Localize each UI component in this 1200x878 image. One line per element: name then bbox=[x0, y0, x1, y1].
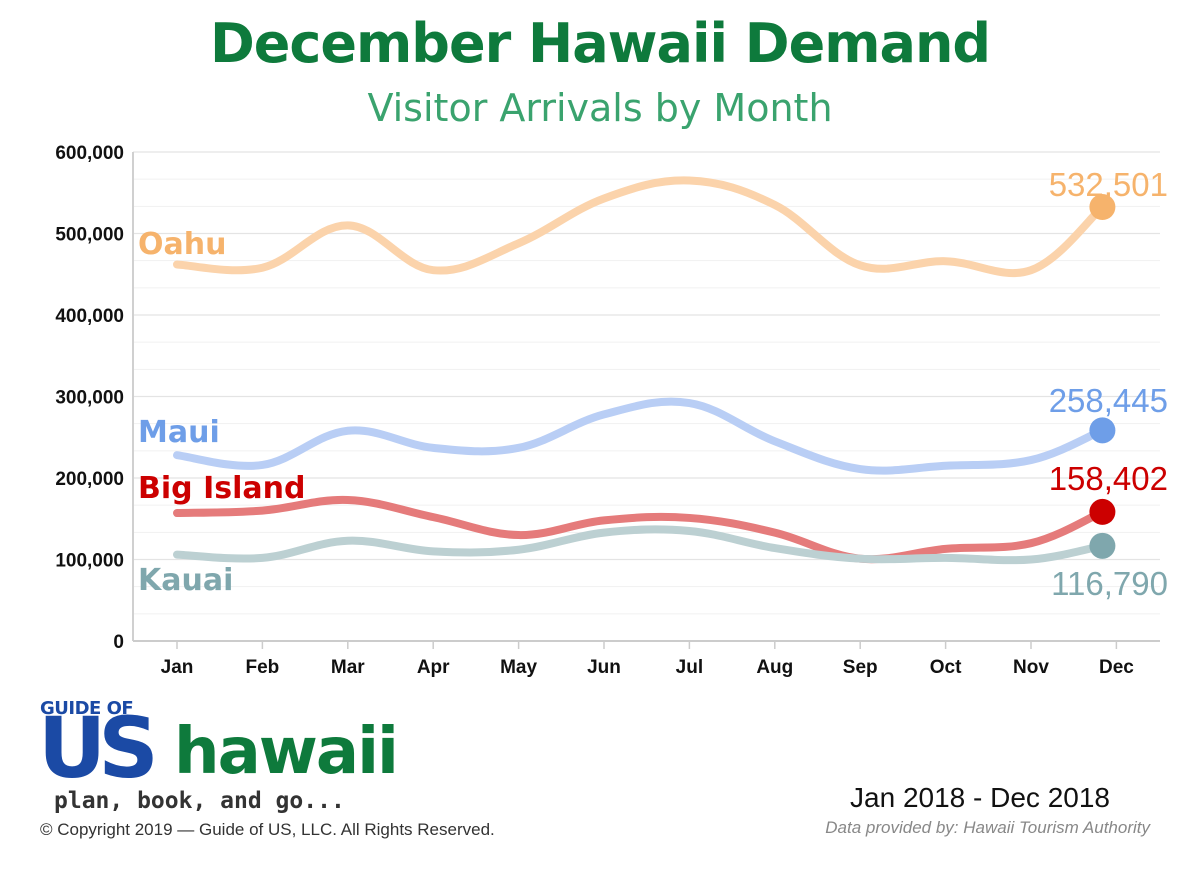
series-label-kauai: Kauai bbox=[138, 563, 233, 598]
chart-subtitle: Visitor Arrivals by Month bbox=[367, 86, 833, 130]
series-label-big-island: Big Island bbox=[138, 471, 305, 506]
date-range: Jan 2018 - Dec 2018 bbox=[850, 782, 1110, 813]
series-line-kauai bbox=[173, 525, 1107, 565]
series-line-big-island bbox=[173, 495, 1107, 564]
series-line-oahu bbox=[173, 176, 1107, 278]
x-tick-label: Jul bbox=[676, 657, 703, 678]
y-tick-label: 500,000 bbox=[55, 225, 124, 246]
end-value-label-big-island: 158,402 bbox=[1049, 460, 1168, 497]
logo-guide-of-text: GUIDE OF bbox=[40, 698, 134, 719]
series-line-maui bbox=[173, 397, 1107, 475]
end-value-label-maui: 258,445 bbox=[1049, 382, 1168, 419]
series-label-maui: Maui bbox=[138, 415, 220, 450]
data-source: Data provided by: Hawaii Tourism Authori… bbox=[825, 818, 1150, 837]
x-tick-label: Oct bbox=[930, 657, 962, 678]
end-marker-big-island bbox=[1089, 498, 1116, 525]
x-tick-label: Jan bbox=[161, 657, 194, 678]
copyright-notice: © Copyright 2019 — Guide of US, LLC. All… bbox=[40, 820, 495, 839]
logo-hawaii-text: hawaii bbox=[174, 715, 399, 789]
y-tick-label: 600,000 bbox=[55, 143, 124, 164]
x-tick-label: May bbox=[500, 657, 537, 678]
logo-tagline: plan, book, and go... bbox=[54, 788, 345, 814]
y-tick-label: 0 bbox=[113, 632, 124, 653]
end-marker-kauai bbox=[1089, 532, 1116, 559]
x-tick-label: Apr bbox=[417, 657, 450, 678]
guide-of-us-hawaii-logo: GUIDE OF US hawaii plan, book, and go... bbox=[38, 698, 418, 818]
end-value-label-oahu: 532,501 bbox=[1049, 166, 1168, 203]
x-tick-label: Jun bbox=[587, 657, 621, 678]
y-tick-label: 200,000 bbox=[55, 469, 124, 490]
end-marker-maui bbox=[1089, 417, 1116, 444]
x-tick-label: Sep bbox=[843, 657, 878, 678]
x-tick-label: Mar bbox=[331, 657, 365, 678]
end-value-label-kauai: 116,790 bbox=[1051, 565, 1168, 602]
logo-us-text: US bbox=[38, 699, 159, 797]
chart-title: December Hawaii Demand bbox=[209, 12, 991, 75]
x-tick-label: Dec bbox=[1099, 657, 1134, 678]
y-tick-label: 100,000 bbox=[55, 551, 124, 572]
x-tick-label: Nov bbox=[1013, 657, 1049, 678]
x-tick-label: Feb bbox=[246, 657, 280, 678]
series-label-oahu: Oahu bbox=[138, 227, 226, 262]
end-marker-oahu bbox=[1089, 194, 1116, 221]
y-tick-label: 400,000 bbox=[55, 306, 124, 327]
y-tick-label: 300,000 bbox=[55, 388, 124, 409]
x-tick-label: Aug bbox=[756, 657, 793, 678]
